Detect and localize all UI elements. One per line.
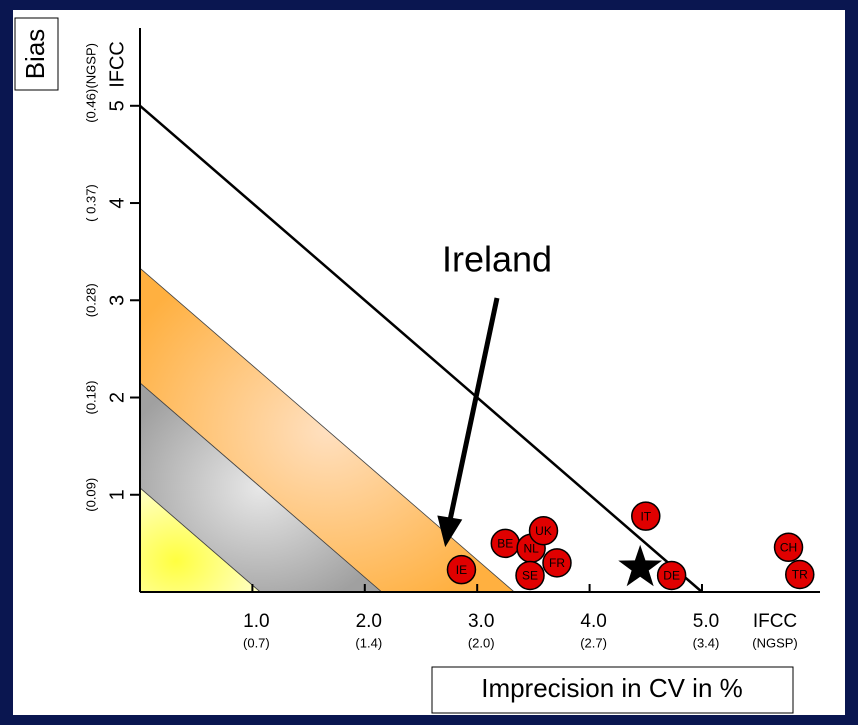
xlabel-box	[431, 666, 794, 714]
y-unit: IFCC	[106, 41, 128, 88]
y-tick-sublabel: (0.46)	[83, 89, 98, 123]
point	[515, 560, 545, 591]
ylabel-box	[14, 17, 59, 91]
point	[631, 501, 661, 531]
limit-line	[139, 104, 703, 593]
arrow	[446, 297, 500, 526]
x-tick-sublabel: (3.4)	[693, 635, 720, 650]
point	[446, 554, 477, 585]
annotation: Ireland	[442, 239, 552, 280]
x-tick-label: 2.0	[356, 611, 382, 632]
x-label: Imprecision in CV in %	[481, 673, 743, 703]
point-label: FR	[549, 556, 565, 570]
point-label: NL	[523, 541, 539, 555]
point	[773, 532, 804, 563]
x-unit-sub: (NGSP)	[752, 635, 798, 650]
y-tick-sublabel: (0.28)	[83, 283, 98, 317]
y-tick-label: 4	[106, 197, 128, 208]
y-tick-label: 5	[106, 100, 128, 111]
y-unit-sub: (NGSP)	[83, 43, 98, 89]
point	[785, 559, 815, 590]
point	[542, 548, 572, 578]
y-tick-label: 1	[106, 489, 128, 500]
point-label: SE	[522, 569, 538, 583]
point-label: UK	[535, 524, 552, 538]
point-label: CH	[780, 540, 797, 554]
canvas	[13, 10, 845, 715]
point-label: IE	[456, 563, 467, 577]
y-tick-sublabel: (0.09)	[83, 478, 98, 512]
point-label: IT	[640, 509, 651, 523]
point	[656, 560, 687, 591]
point-label: DE	[663, 569, 680, 583]
x-tick-label: 1.0	[243, 611, 269, 632]
x-tick-sublabel: (1.4)	[355, 635, 382, 650]
y-tick-sublabel: ( 0.37)	[83, 184, 98, 222]
x-tick-label: 3.0	[468, 611, 494, 632]
y-label: Bias	[20, 29, 50, 80]
x-tick-sublabel: (0.7)	[243, 635, 270, 650]
x-tick-label: 5.0	[693, 611, 719, 632]
x-tick-sublabel: (2.7)	[580, 635, 607, 650]
x-unit: IFCC	[753, 611, 797, 632]
x-tick-sublabel: (2.0)	[468, 635, 495, 650]
point-label: TR	[792, 568, 808, 582]
x-tick-label: 4.0	[580, 611, 606, 632]
y-tick-label: 3	[106, 295, 128, 306]
point	[528, 515, 559, 546]
point-label: BE	[497, 537, 513, 551]
arrow-head	[437, 515, 463, 548]
star	[618, 544, 663, 587]
y-tick-label: 2	[106, 392, 128, 403]
y-tick-sublabel: (0.18)	[83, 381, 98, 415]
